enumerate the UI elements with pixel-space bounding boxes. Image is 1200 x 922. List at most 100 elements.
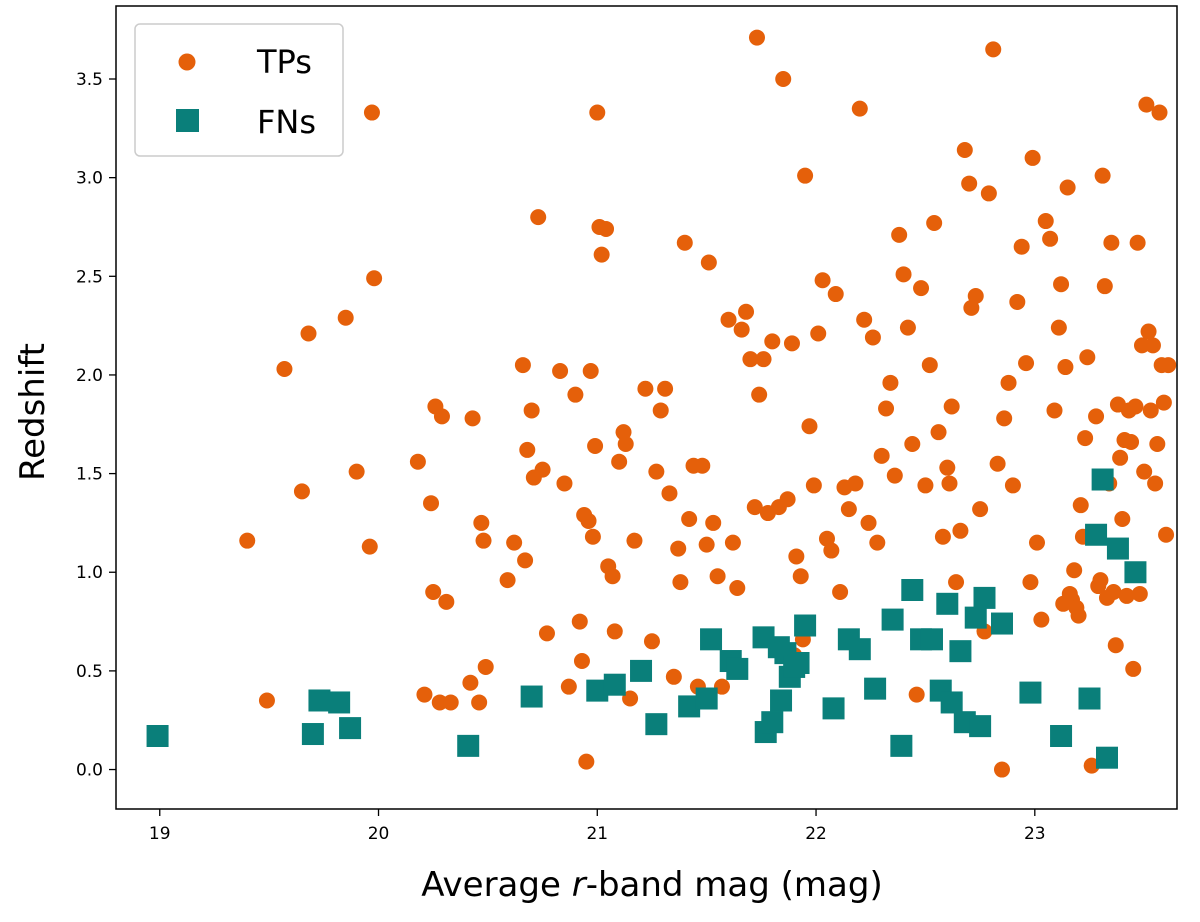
fn-point (770, 689, 793, 712)
tp-point (1094, 167, 1111, 184)
tp-point (993, 761, 1010, 778)
tp-point (823, 542, 840, 559)
tp-point (904, 436, 921, 452)
tp-point (899, 319, 916, 336)
legend-label-fns: FNs (257, 103, 316, 141)
tp-point (425, 583, 442, 600)
tp-point (300, 325, 317, 342)
fn-point (695, 687, 718, 710)
tp-point (1136, 463, 1153, 480)
tp-point (1013, 238, 1030, 255)
tp-point (873, 447, 890, 464)
fn-point (678, 695, 701, 718)
tp-point (657, 380, 674, 397)
tp-point (847, 475, 864, 492)
tp-point (856, 311, 873, 328)
tp-point (720, 311, 737, 328)
tp-point (1105, 583, 1122, 600)
tp-point (1088, 408, 1105, 425)
tp-point (573, 653, 590, 670)
tp-point (939, 459, 956, 476)
fn-point (1078, 687, 1101, 710)
tp-point (801, 418, 818, 435)
fn-point (964, 606, 987, 629)
tp-point (622, 690, 639, 707)
tp-point (1024, 149, 1041, 166)
tp-point (477, 658, 494, 675)
tp-point (980, 185, 997, 202)
tp-point (538, 625, 555, 642)
tp-point (840, 501, 857, 518)
tp-point (805, 477, 822, 494)
tp-point (433, 408, 450, 425)
tp-point (1072, 497, 1089, 514)
tp-point (1066, 562, 1083, 579)
tp-point (797, 167, 814, 184)
tp-point (948, 574, 965, 591)
tp-point (943, 398, 960, 415)
tp-point (742, 351, 759, 368)
y-axis-label: Redshift (13, 343, 53, 481)
fn-point (936, 592, 959, 615)
x-tick-label: 23 (1024, 824, 1046, 844)
tp-point (709, 568, 726, 585)
fn-point (645, 713, 668, 736)
y-tick-label: 2.0 (76, 366, 103, 386)
tp-point (705, 514, 722, 531)
tp-point (934, 528, 951, 545)
tp-point (882, 374, 899, 391)
tp-point (473, 514, 490, 531)
tp-point (832, 583, 849, 600)
tp-point (698, 536, 715, 553)
tp-point (1125, 660, 1142, 677)
tp-point (462, 674, 479, 691)
tp-point (587, 437, 604, 454)
tp-point (643, 633, 660, 650)
fn-point (1019, 681, 1042, 704)
tp-point (1142, 402, 1159, 419)
y-tick-label: 0.0 (76, 761, 103, 781)
fn-point (586, 679, 609, 702)
tp-point (589, 104, 606, 121)
fn-point (864, 677, 887, 700)
tp-point (670, 540, 687, 557)
tp-point (827, 286, 844, 303)
series-tps (239, 29, 1177, 778)
fn-point (301, 723, 324, 746)
tp-point (913, 280, 930, 297)
tp-point (724, 534, 741, 551)
tp-point (1107, 637, 1124, 654)
tp-point (661, 485, 678, 502)
tp-point (552, 363, 569, 379)
tp-point (926, 215, 943, 232)
fn-point (761, 711, 784, 734)
tp-point (1144, 337, 1161, 354)
tp-point (499, 572, 516, 589)
x-axis-label: Average r-band mag (mag) (421, 865, 882, 905)
tp-point (775, 71, 792, 87)
tp-point (363, 104, 380, 121)
tp-point (598, 220, 615, 237)
tp-point (337, 309, 354, 326)
tp-point (409, 453, 426, 470)
tp-point (694, 457, 711, 474)
tp-point (416, 686, 433, 703)
tp-point (366, 270, 383, 287)
tp-point (869, 534, 886, 551)
tp-point (1112, 449, 1129, 466)
tp-point (972, 501, 989, 518)
tp-point (523, 402, 540, 419)
tp-point (755, 351, 772, 368)
tp-point (941, 475, 958, 492)
x-tick-label: 19 (149, 824, 171, 844)
fn-point (630, 659, 653, 682)
fn-point (1091, 468, 1114, 491)
tp-point (560, 678, 577, 695)
tp-point (814, 272, 831, 289)
tp-point (1057, 359, 1074, 376)
tp-point (751, 386, 768, 403)
fn-point (890, 734, 913, 757)
tp-point (864, 329, 881, 346)
tp-point (764, 333, 781, 350)
fn-point (726, 657, 749, 680)
